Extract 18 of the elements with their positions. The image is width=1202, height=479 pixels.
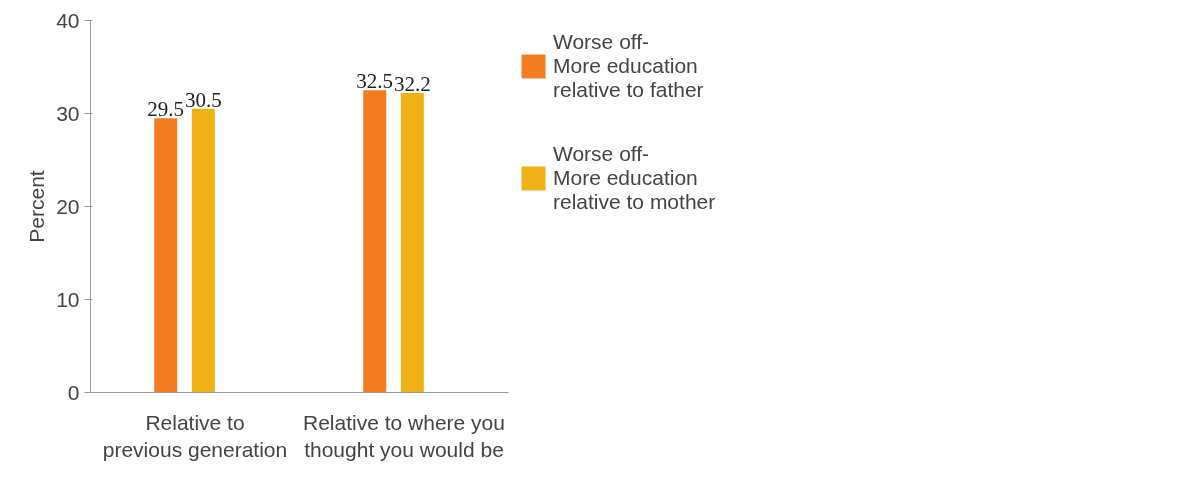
y-tick-label: 40 [56, 8, 80, 32]
data-label: 32.5 [356, 69, 394, 94]
bar [154, 118, 178, 393]
y-tick-label: 10 [56, 287, 80, 311]
y-tick-label: 0 [67, 380, 80, 404]
data-label: 30.5 [184, 87, 222, 112]
x-tick-label: Relative to previous generation [102, 410, 288, 462]
data-label: 32.2 [393, 72, 431, 97]
y-axis-title: Percent [25, 170, 49, 243]
bar [191, 108, 215, 393]
legend-label: Worse off- More education relative to father [553, 30, 704, 102]
bar [400, 93, 424, 393]
x-tick-label: Relative to where you thought you would be [303, 410, 505, 462]
legend-label: Worse off- More education relative to mother [553, 142, 716, 214]
data-label: 29.5 [147, 97, 185, 122]
bar [363, 90, 387, 393]
y-tick-label: 30 [56, 101, 80, 125]
y-tick-label: 20 [56, 194, 80, 218]
